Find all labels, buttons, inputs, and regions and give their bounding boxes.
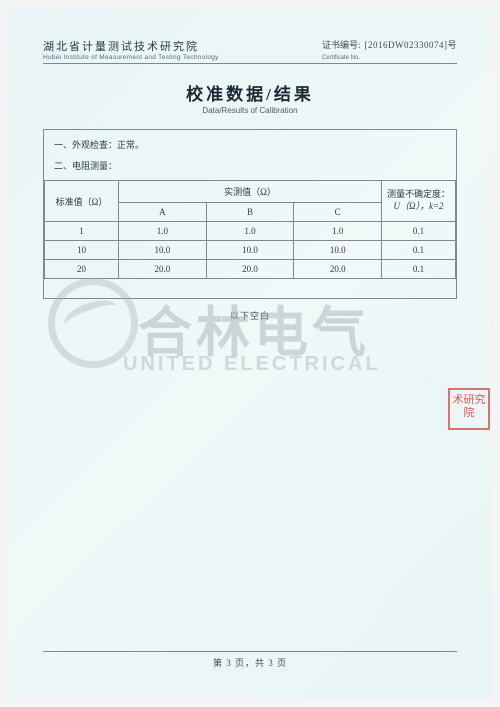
cell-std: 20 xyxy=(45,260,119,279)
col-c: C xyxy=(294,203,382,222)
cell-a: 20.0 xyxy=(118,260,206,279)
page-header: 湖北省计量测试技术研究院 Hubei Institute of Measurem… xyxy=(43,38,457,64)
title-cn: 校准数据/结果 xyxy=(43,80,457,105)
cert-label-cn: 证书编号: xyxy=(322,40,361,50)
cell-a: 1.0 xyxy=(118,222,206,241)
page-title: 校准数据/结果 Data/Results of Calibration xyxy=(43,80,457,115)
cell-std: 10 xyxy=(45,241,119,260)
cell-c: 1.0 xyxy=(294,222,382,241)
section-resistance: 二、电阻测量： xyxy=(44,159,456,180)
title-en: Data/Results of Calibration xyxy=(43,106,457,115)
cell-b: 20.0 xyxy=(206,260,294,279)
header-certificate: 证书编号: Certificate No. [2016DW02330074]号 xyxy=(322,38,457,61)
page-footer: 第 3 页，共 3 页 xyxy=(43,651,457,669)
institute-name-cn: 湖北省计量测试技术研究院 xyxy=(43,38,219,54)
cell-c: 20.0 xyxy=(294,260,382,279)
cell-u: 0.1 xyxy=(382,222,456,241)
table-header-row: 标准值（Ω） 实测值（Ω） 测量不确定度： U（Ω），k=2 xyxy=(45,181,456,203)
red-stamp: 术研究院 xyxy=(448,388,490,430)
table-row: 20 20.0 20.0 20.0 0.1 xyxy=(45,260,456,279)
cell-b: 1.0 xyxy=(206,222,294,241)
header-institute: 湖北省计量测试技术研究院 Hubei Institute of Measurem… xyxy=(43,38,219,61)
cell-c: 10.0 xyxy=(294,241,382,260)
col-measured: 实测值（Ω） xyxy=(118,181,381,203)
cert-label-en: Certificate No. xyxy=(322,55,360,61)
institute-name-en: Hubei Institute of Measurement and Testi… xyxy=(43,54,219,61)
table-row: 10 10.0 10.0 10.0 0.1 xyxy=(45,241,456,260)
col-uncertainty-l2: U（Ω），k=2 xyxy=(384,201,453,213)
col-uncertainty-l1: 测量不确定度： xyxy=(384,189,453,201)
table-row: 1 1.0 1.0 1.0 0.1 xyxy=(45,222,456,241)
blank-below-text: 以下空白 xyxy=(43,309,457,322)
cell-b: 10.0 xyxy=(206,241,294,260)
content-box: 一、外观检查：正常。 二、电阻测量： 标准值（Ω） 实测值（Ω） 测量不确定度：… xyxy=(43,129,457,299)
page: 湖北省计量测试技术研究院 Hubei Institute of Measurem… xyxy=(8,8,492,699)
watermark-cn: 合林电气 xyxy=(138,288,370,367)
cell-a: 10.0 xyxy=(118,241,206,260)
cell-u: 0.1 xyxy=(382,260,456,279)
col-standard: 标准值（Ω） xyxy=(45,181,119,222)
watermark-en: UNITED ELECTRICAL xyxy=(123,353,381,376)
col-b: B xyxy=(206,203,294,222)
cert-number: [2016DW02330074]号 xyxy=(365,38,458,51)
calibration-table: 标准值（Ω） 实测值（Ω） 测量不确定度： U（Ω），k=2 A B C 1 1… xyxy=(44,180,456,279)
col-a: A xyxy=(118,203,206,222)
section-visual-check: 一、外观检查：正常。 xyxy=(44,130,456,159)
cell-std: 1 xyxy=(45,222,119,241)
cell-u: 0.1 xyxy=(382,241,456,260)
